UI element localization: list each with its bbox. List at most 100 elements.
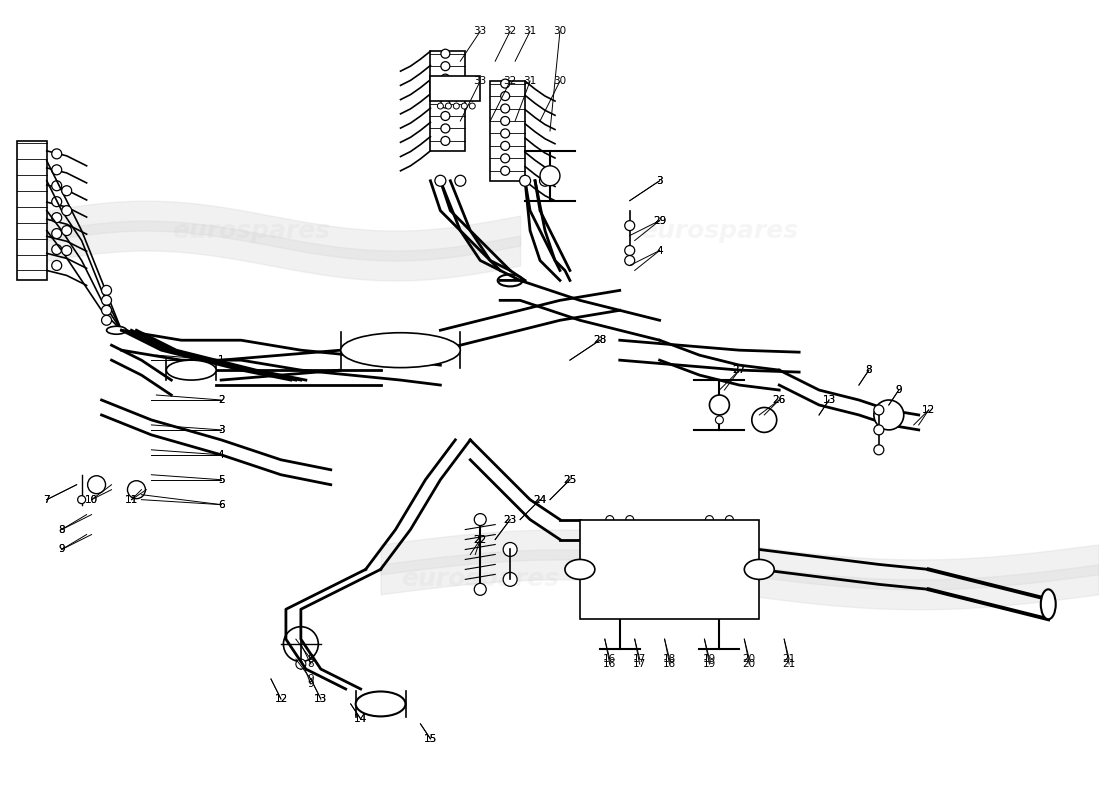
Text: 22: 22 xyxy=(474,534,487,545)
Text: 9: 9 xyxy=(58,545,65,554)
Circle shape xyxy=(296,659,306,669)
Text: 16: 16 xyxy=(603,654,616,664)
Ellipse shape xyxy=(284,626,318,662)
Text: 14: 14 xyxy=(354,714,367,724)
Text: 12: 12 xyxy=(922,405,935,415)
Circle shape xyxy=(725,515,734,523)
Ellipse shape xyxy=(745,559,774,579)
Text: 28: 28 xyxy=(593,335,606,346)
Circle shape xyxy=(434,175,446,186)
Circle shape xyxy=(500,79,509,88)
Circle shape xyxy=(539,175,550,186)
Circle shape xyxy=(62,226,72,235)
Circle shape xyxy=(625,221,635,230)
Ellipse shape xyxy=(873,400,904,430)
Text: 13: 13 xyxy=(315,694,328,704)
Circle shape xyxy=(52,197,62,206)
Text: 10: 10 xyxy=(85,494,98,505)
Text: 32: 32 xyxy=(504,76,517,86)
Circle shape xyxy=(62,246,72,255)
Text: 21: 21 xyxy=(782,659,795,669)
Text: 11: 11 xyxy=(124,494,139,505)
Text: 31: 31 xyxy=(524,26,537,36)
Bar xyxy=(491,81,525,181)
Bar xyxy=(16,141,47,281)
Ellipse shape xyxy=(1041,590,1056,619)
Text: 3: 3 xyxy=(218,425,224,435)
Text: 12: 12 xyxy=(922,405,935,415)
Text: 8: 8 xyxy=(308,654,315,664)
Text: 8: 8 xyxy=(58,525,65,534)
Circle shape xyxy=(101,306,111,315)
Ellipse shape xyxy=(166,360,217,380)
Text: 3: 3 xyxy=(657,176,663,186)
Text: 24: 24 xyxy=(534,494,547,505)
Text: 9: 9 xyxy=(58,545,65,554)
Circle shape xyxy=(441,50,450,58)
Circle shape xyxy=(519,175,530,186)
Text: 6: 6 xyxy=(218,500,224,510)
Text: 2: 2 xyxy=(218,395,224,405)
Circle shape xyxy=(626,515,634,523)
Text: 27: 27 xyxy=(733,365,746,375)
Text: eurospares: eurospares xyxy=(172,218,330,242)
Text: 27: 27 xyxy=(733,365,746,375)
Text: 7: 7 xyxy=(43,494,51,505)
Text: 11: 11 xyxy=(124,494,139,505)
Text: 29: 29 xyxy=(653,216,667,226)
Text: 25: 25 xyxy=(563,474,576,485)
Circle shape xyxy=(52,213,62,222)
Circle shape xyxy=(710,395,729,415)
Circle shape xyxy=(62,186,72,196)
Text: 9: 9 xyxy=(308,679,315,689)
Circle shape xyxy=(441,74,450,83)
Text: 8: 8 xyxy=(308,659,315,669)
Text: 25: 25 xyxy=(563,474,576,485)
Text: 8: 8 xyxy=(866,365,872,375)
Text: 29: 29 xyxy=(653,216,667,226)
Text: eurospares: eurospares xyxy=(402,567,559,591)
Circle shape xyxy=(873,445,883,455)
Text: 23: 23 xyxy=(504,514,517,525)
Text: 4: 4 xyxy=(218,450,224,460)
Circle shape xyxy=(705,515,714,523)
Text: 3: 3 xyxy=(657,176,663,186)
Text: 21: 21 xyxy=(782,654,795,664)
Circle shape xyxy=(52,181,62,190)
Text: 33: 33 xyxy=(474,26,487,36)
Circle shape xyxy=(470,103,475,109)
Text: 20: 20 xyxy=(742,659,756,669)
Text: 22: 22 xyxy=(474,534,487,545)
Circle shape xyxy=(606,610,614,618)
Text: 12: 12 xyxy=(274,694,287,704)
Circle shape xyxy=(500,154,509,163)
Text: 7: 7 xyxy=(43,494,51,505)
Text: 6: 6 xyxy=(218,500,224,510)
Circle shape xyxy=(500,117,509,126)
Bar xyxy=(430,76,481,101)
Text: 13: 13 xyxy=(823,395,836,405)
Text: 13: 13 xyxy=(315,694,328,704)
Circle shape xyxy=(725,610,734,618)
Text: 18: 18 xyxy=(663,654,676,664)
Circle shape xyxy=(62,206,72,216)
Circle shape xyxy=(474,583,486,595)
Circle shape xyxy=(626,610,634,618)
Circle shape xyxy=(715,416,724,424)
Circle shape xyxy=(52,165,62,174)
Circle shape xyxy=(500,166,509,175)
Circle shape xyxy=(446,103,451,109)
Text: 28: 28 xyxy=(593,335,606,346)
Circle shape xyxy=(454,175,465,186)
Circle shape xyxy=(78,496,86,504)
Circle shape xyxy=(500,104,509,113)
Circle shape xyxy=(503,542,517,557)
Bar xyxy=(430,51,465,151)
Text: 18: 18 xyxy=(663,659,676,669)
Text: 32: 32 xyxy=(504,26,517,36)
Circle shape xyxy=(606,515,614,523)
Circle shape xyxy=(52,229,62,238)
Ellipse shape xyxy=(355,691,406,716)
Text: 9: 9 xyxy=(895,385,902,395)
Text: 9: 9 xyxy=(895,385,902,395)
